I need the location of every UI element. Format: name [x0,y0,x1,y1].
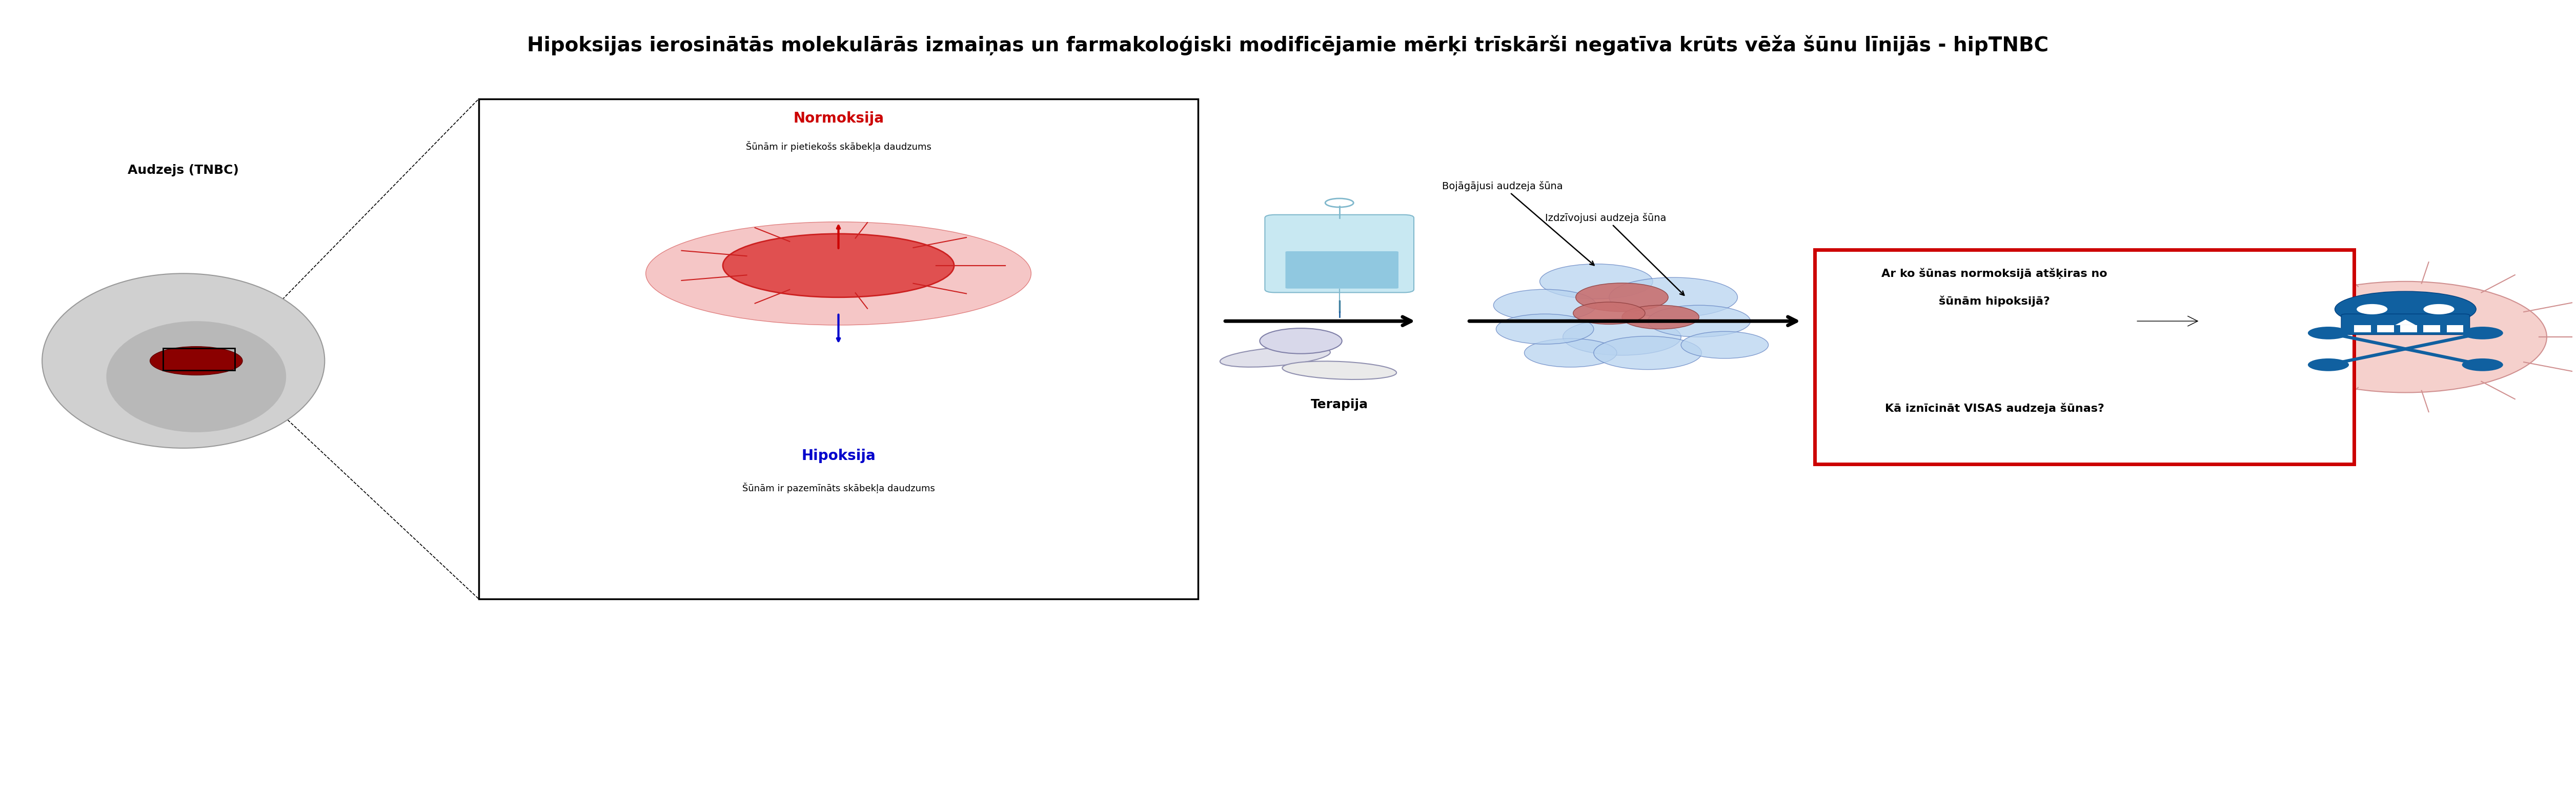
Circle shape [1610,277,1739,317]
Circle shape [1649,305,1752,337]
Bar [2354,325,2370,332]
Ellipse shape [1283,361,1396,380]
Bar [2401,325,2416,332]
Polygon shape [2396,320,2416,325]
Circle shape [1260,328,1342,354]
Bar [1814,250,2354,464]
Circle shape [149,347,242,375]
Circle shape [2463,358,2504,371]
Ellipse shape [647,222,1030,325]
Ellipse shape [1221,347,1329,367]
FancyBboxPatch shape [2342,314,2470,335]
Text: Bojāgājusi audzeja šūna: Bojāgājusi audzeja šūna [1443,181,1595,265]
Ellipse shape [106,321,286,433]
Bar [2378,325,2393,332]
Circle shape [1595,336,1703,369]
Ellipse shape [2264,281,2548,392]
Circle shape [1574,302,1646,324]
Circle shape [1564,319,1682,356]
Circle shape [1577,283,1669,312]
FancyBboxPatch shape [1285,252,1399,288]
Text: Kā iznīcināt VISAS audzeja šūnas?: Kā iznīcināt VISAS audzeja šūnas? [1886,403,2105,414]
Circle shape [1497,314,1595,344]
Bar [162,348,234,370]
Ellipse shape [2334,292,2476,327]
Bar [479,99,1198,599]
Circle shape [2308,327,2349,340]
Ellipse shape [2424,304,2455,314]
Ellipse shape [41,273,325,448]
Circle shape [1525,339,1618,367]
Text: Šūnām ir pazemīnāts skābekļa daudzums: Šūnām ir pazemīnāts skābekļa daudzums [742,482,935,493]
Text: Terapija: Terapija [1311,398,1368,411]
Text: Šūnām ir pietiekošs skābekļa daudzums: Šūnām ir pietiekošs skābekļa daudzums [744,141,930,152]
Text: Normoksija: Normoksija [793,111,884,126]
Circle shape [2463,327,2504,340]
Circle shape [1682,332,1767,358]
Text: Izdzīvojusi audzeja šūna: Izdzīvojusi audzeja šūna [1546,213,1685,296]
Text: šūnām hipoksijā?: šūnām hipoksijā? [1940,296,2050,307]
Text: Hipoksija: Hipoksija [801,449,876,463]
FancyBboxPatch shape [1265,215,1414,292]
Ellipse shape [724,234,953,297]
Bar [2424,325,2439,332]
Bar [2447,325,2463,332]
Text: Hipoksijas ierosinātās molekulārās izmaiņas un farmakoloģiski modificējamie mērķ: Hipoksijas ierosinātās molekulārās izmai… [528,35,2048,55]
Circle shape [2308,358,2349,371]
Text: Ar ko šūnas normoksijā atšķiras no: Ar ko šūnas normoksijā atšķiras no [1880,268,2107,279]
Circle shape [1623,305,1700,329]
Circle shape [1540,264,1654,299]
Circle shape [1494,289,1597,321]
Ellipse shape [2357,304,2388,314]
Text: Audzejs (TNBC): Audzejs (TNBC) [129,164,240,176]
